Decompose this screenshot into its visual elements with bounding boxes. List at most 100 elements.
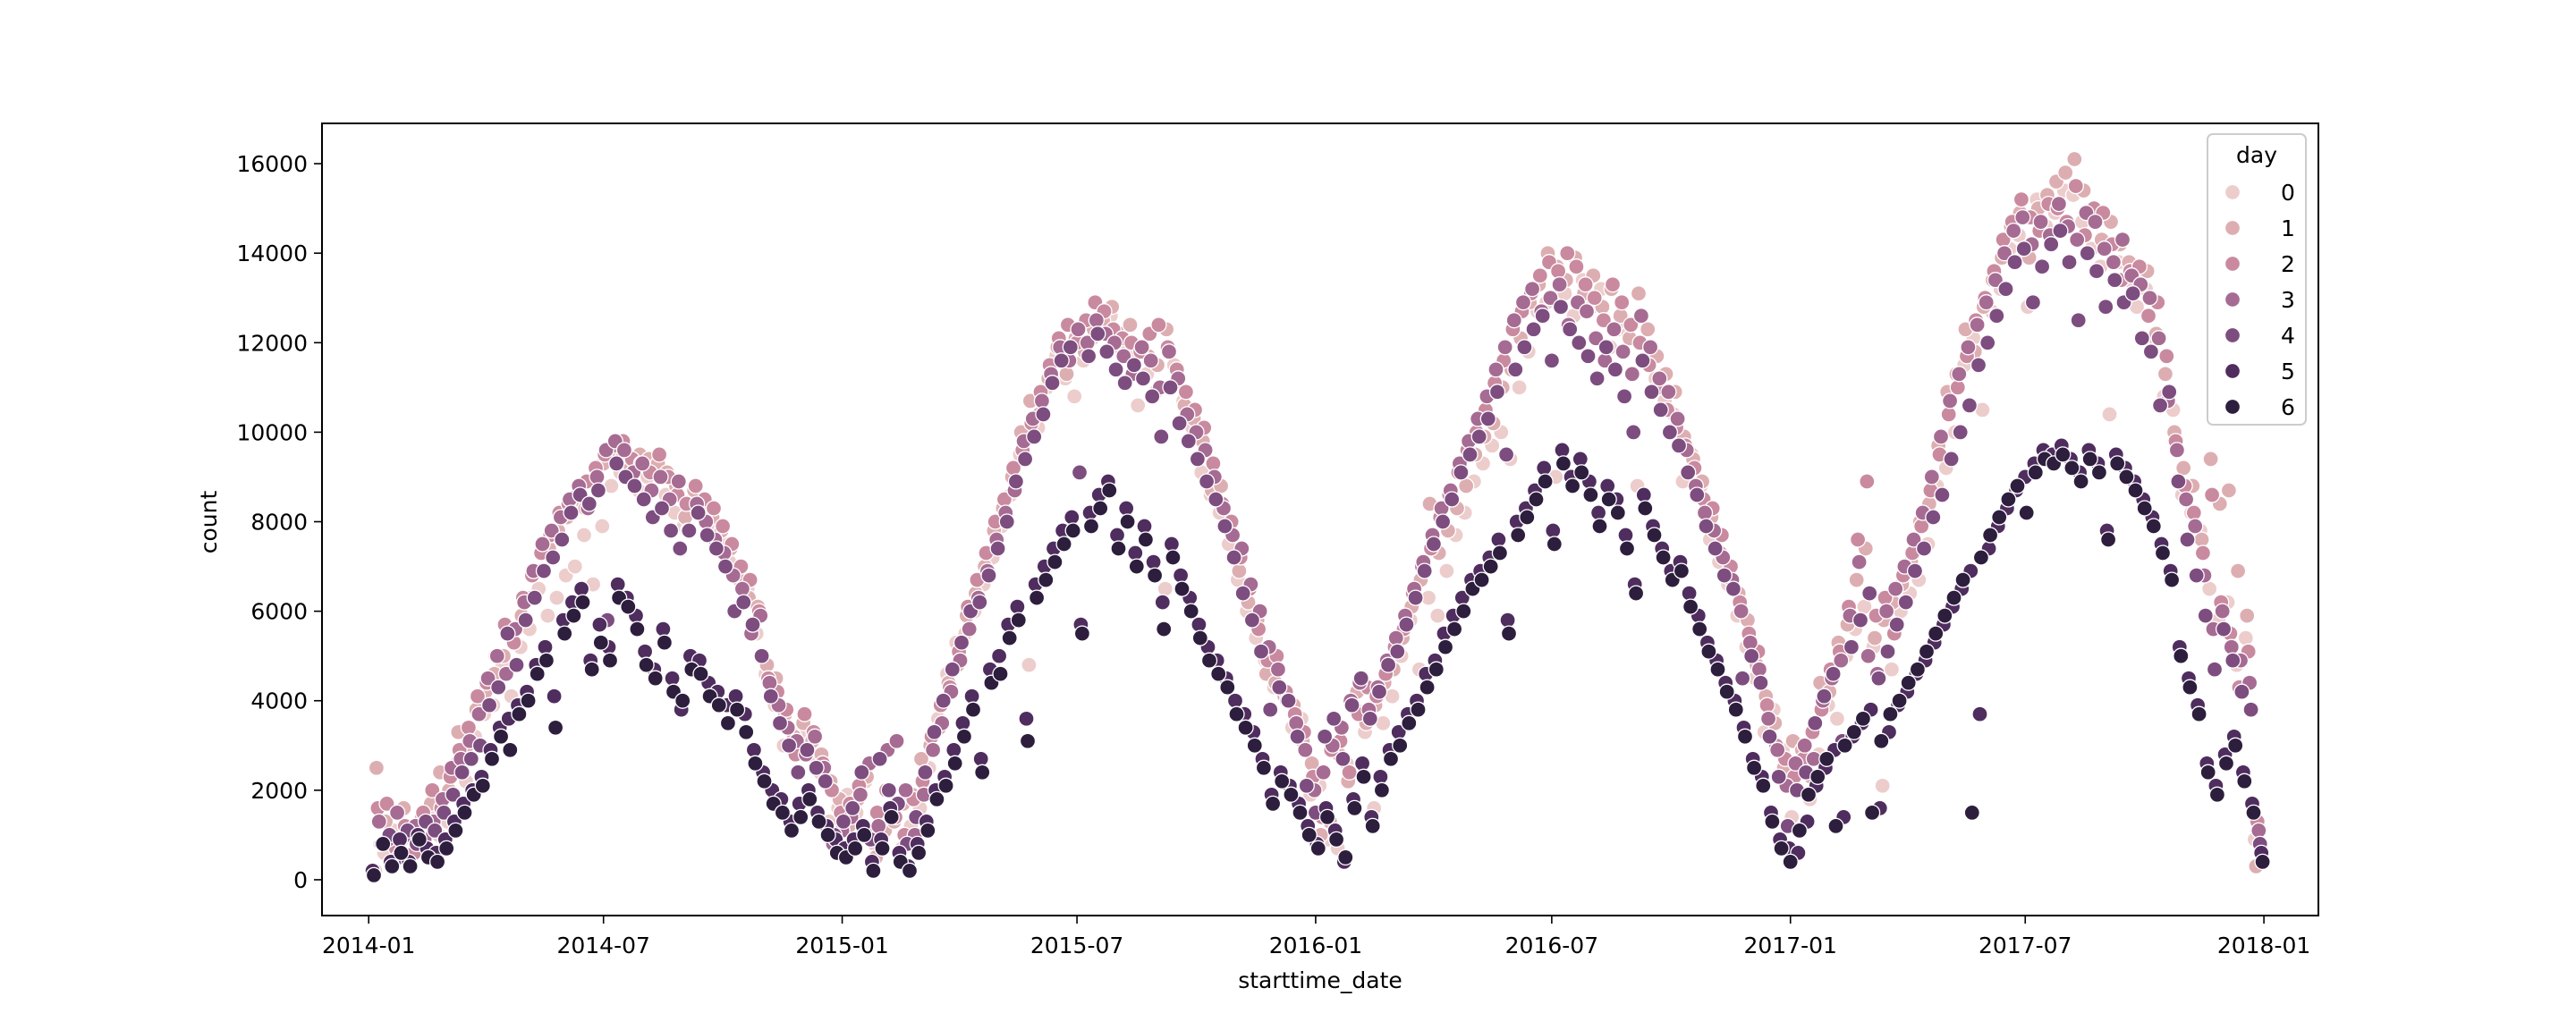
data-point xyxy=(1425,536,1443,553)
data-point xyxy=(543,522,560,539)
data-point xyxy=(783,822,801,840)
data-point xyxy=(1189,451,1207,468)
data-point xyxy=(808,759,825,776)
data-point xyxy=(1669,410,1686,427)
data-point xyxy=(1987,272,2004,289)
data-point xyxy=(1019,732,1037,749)
data-point xyxy=(1543,352,1561,369)
data-point xyxy=(1142,352,1159,369)
data-point xyxy=(1473,571,1490,588)
data-point xyxy=(634,455,651,472)
data-point xyxy=(1773,840,1790,857)
data-point xyxy=(1165,549,1182,566)
data-point xyxy=(1523,281,1541,298)
data-point xyxy=(856,826,873,844)
data-point xyxy=(1745,759,1763,776)
data-point xyxy=(2024,294,2042,311)
data-point xyxy=(897,781,914,798)
data-point xyxy=(1088,312,1105,329)
data-point xyxy=(1791,822,1809,840)
data-point xyxy=(1991,509,2008,526)
data-point xyxy=(1110,540,1127,557)
data-point xyxy=(708,540,725,557)
data-point xyxy=(790,764,807,781)
legend-marker xyxy=(2224,326,2241,344)
data-point xyxy=(2157,366,2174,383)
data-point xyxy=(1145,553,1162,570)
data-point xyxy=(662,522,680,539)
data-point xyxy=(1231,562,1248,579)
data-point xyxy=(1033,393,1051,409)
data-point xyxy=(2105,254,2123,271)
data-point xyxy=(480,697,498,713)
data-point xyxy=(1133,339,1150,356)
data-point xyxy=(1800,786,1818,803)
data-point xyxy=(1646,527,1663,544)
legend-label: 3 xyxy=(2281,287,2295,313)
data-point xyxy=(1445,621,1463,637)
data-point xyxy=(2187,518,2204,535)
data-point xyxy=(1346,799,1363,817)
data-point xyxy=(1615,388,1633,405)
y-axis-label: count xyxy=(196,491,222,554)
data-point xyxy=(1364,817,1381,835)
data-point xyxy=(771,714,789,731)
data-point xyxy=(1136,518,1153,535)
data-point xyxy=(1361,710,1378,727)
data-point xyxy=(1618,540,1636,557)
data-point xyxy=(1552,299,1570,316)
data-point xyxy=(727,688,744,705)
data-point xyxy=(817,772,834,789)
data-point xyxy=(402,857,419,875)
data-point xyxy=(583,661,600,678)
data-point xyxy=(1691,621,1708,637)
data-point xyxy=(2136,500,2153,517)
data-point xyxy=(1118,500,1135,517)
data-point xyxy=(1021,656,1038,673)
data-point xyxy=(1150,317,1167,333)
data-point xyxy=(1519,509,1536,526)
data-point xyxy=(2223,638,2240,655)
data-point xyxy=(620,598,637,615)
data-point xyxy=(1997,281,2014,298)
data-point xyxy=(1782,853,1799,871)
data-point xyxy=(2214,603,2231,620)
data-point xyxy=(1764,813,1781,831)
data-point xyxy=(2033,258,2051,275)
y-tick-label: 12000 xyxy=(236,330,308,356)
y-tick-label: 14000 xyxy=(236,241,308,266)
data-point xyxy=(575,527,593,544)
data-point xyxy=(1960,339,1977,356)
data-point xyxy=(972,750,989,767)
data-point xyxy=(1614,294,1631,311)
data-point xyxy=(2245,804,2262,822)
data-point xyxy=(652,469,669,485)
data-point xyxy=(1315,764,1332,781)
data-point xyxy=(1516,339,1533,356)
data-point xyxy=(1970,357,1987,374)
data-point xyxy=(883,808,900,826)
data-point xyxy=(992,665,1009,682)
data-point xyxy=(2202,451,2219,468)
data-point xyxy=(1617,527,1634,544)
data-point xyxy=(1271,679,1288,696)
data-point xyxy=(2254,853,2271,871)
legend-marker xyxy=(2224,255,2241,273)
data-point xyxy=(1038,571,1055,588)
data-point xyxy=(591,616,608,633)
data-point xyxy=(1470,428,1487,445)
data-point xyxy=(1905,531,1922,548)
y-tick-label: 2000 xyxy=(250,778,308,804)
data-point xyxy=(2140,308,2157,325)
data-point xyxy=(411,831,428,848)
data-point xyxy=(1563,477,1581,494)
data-point xyxy=(664,670,681,687)
data-point xyxy=(1288,714,1305,731)
data-point xyxy=(2142,343,2160,360)
data-point xyxy=(1580,348,1597,365)
data-point xyxy=(1843,638,1860,655)
data-point xyxy=(1961,397,1979,414)
data-point xyxy=(1680,464,1697,481)
data-point xyxy=(2101,406,2118,423)
data-point xyxy=(1752,674,1769,691)
